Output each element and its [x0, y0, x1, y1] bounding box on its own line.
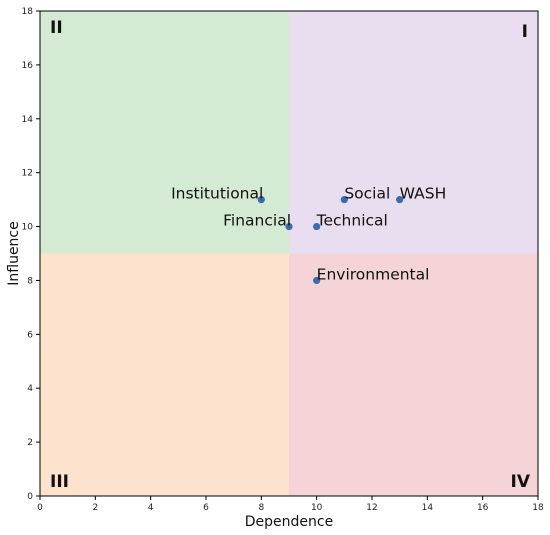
data-point-label: Financial	[223, 212, 291, 230]
y-tick-label: 16	[22, 61, 34, 71]
quadrant-top-right	[289, 11, 538, 254]
x-tick-label: 4	[148, 503, 154, 513]
y-axis-ticks: 0 2 4 6 8 10 12 14 16 18	[22, 7, 40, 502]
plot-border	[39, 10, 539, 497]
x-axis-label: Dependence	[245, 514, 333, 530]
data-point-label: Technical	[316, 212, 388, 230]
x-tick-label: 18	[532, 503, 544, 513]
data-point-label: WASH	[400, 185, 447, 203]
quadrant-label-bottom-right: IV	[511, 472, 531, 492]
quadrant-top-left	[40, 11, 289, 254]
data-point	[257, 196, 265, 204]
y-tick-label: 2	[27, 438, 33, 448]
plot-frame	[39, 10, 539, 497]
x-tick-label: 6	[203, 503, 209, 513]
data-point-label: Social	[344, 185, 390, 203]
data-points: Institutional Social WASH Financial Technica…	[171, 185, 447, 285]
quadrant-label-top-right: I	[522, 22, 528, 42]
y-tick-label: 8	[27, 276, 33, 286]
y-axis-label: Influence	[6, 221, 22, 286]
data-point	[313, 222, 321, 231]
y-tick-label: 6	[27, 330, 33, 340]
x-tick-label: 2	[92, 503, 98, 513]
quadrant-bottom-right	[289, 253, 538, 496]
x-axis-ticks: 0 2 4 6 8 10 12 14 16 18	[37, 496, 544, 513]
data-point-label: Institutional	[171, 185, 263, 203]
x-tick-label: 14	[422, 503, 434, 513]
quadrant-backgrounds	[40, 11, 538, 496]
quadrant-label-top-left: II	[50, 18, 63, 38]
data-point	[396, 196, 404, 204]
x-tick-label: 12	[366, 503, 377, 513]
x-tick-label: 0	[37, 503, 43, 513]
y-tick-label: 4	[27, 384, 33, 394]
x-tick-label: 16	[477, 503, 489, 513]
data-point-label: Environmental	[317, 265, 430, 283]
y-tick-label: 12	[22, 169, 33, 179]
quadrant-label-bottom-left: III	[50, 472, 69, 492]
x-tick-label: 8	[258, 503, 264, 513]
data-point	[285, 222, 293, 231]
data-point	[340, 196, 348, 204]
y-tick-label: 10	[22, 223, 34, 233]
x-tick-label: 10	[311, 503, 323, 513]
y-tick-label: 0	[27, 492, 33, 502]
quadrant-bottom-left	[40, 253, 289, 496]
y-tick-label: 18	[22, 7, 34, 17]
data-point	[313, 276, 321, 285]
y-tick-label: 14	[22, 115, 34, 125]
